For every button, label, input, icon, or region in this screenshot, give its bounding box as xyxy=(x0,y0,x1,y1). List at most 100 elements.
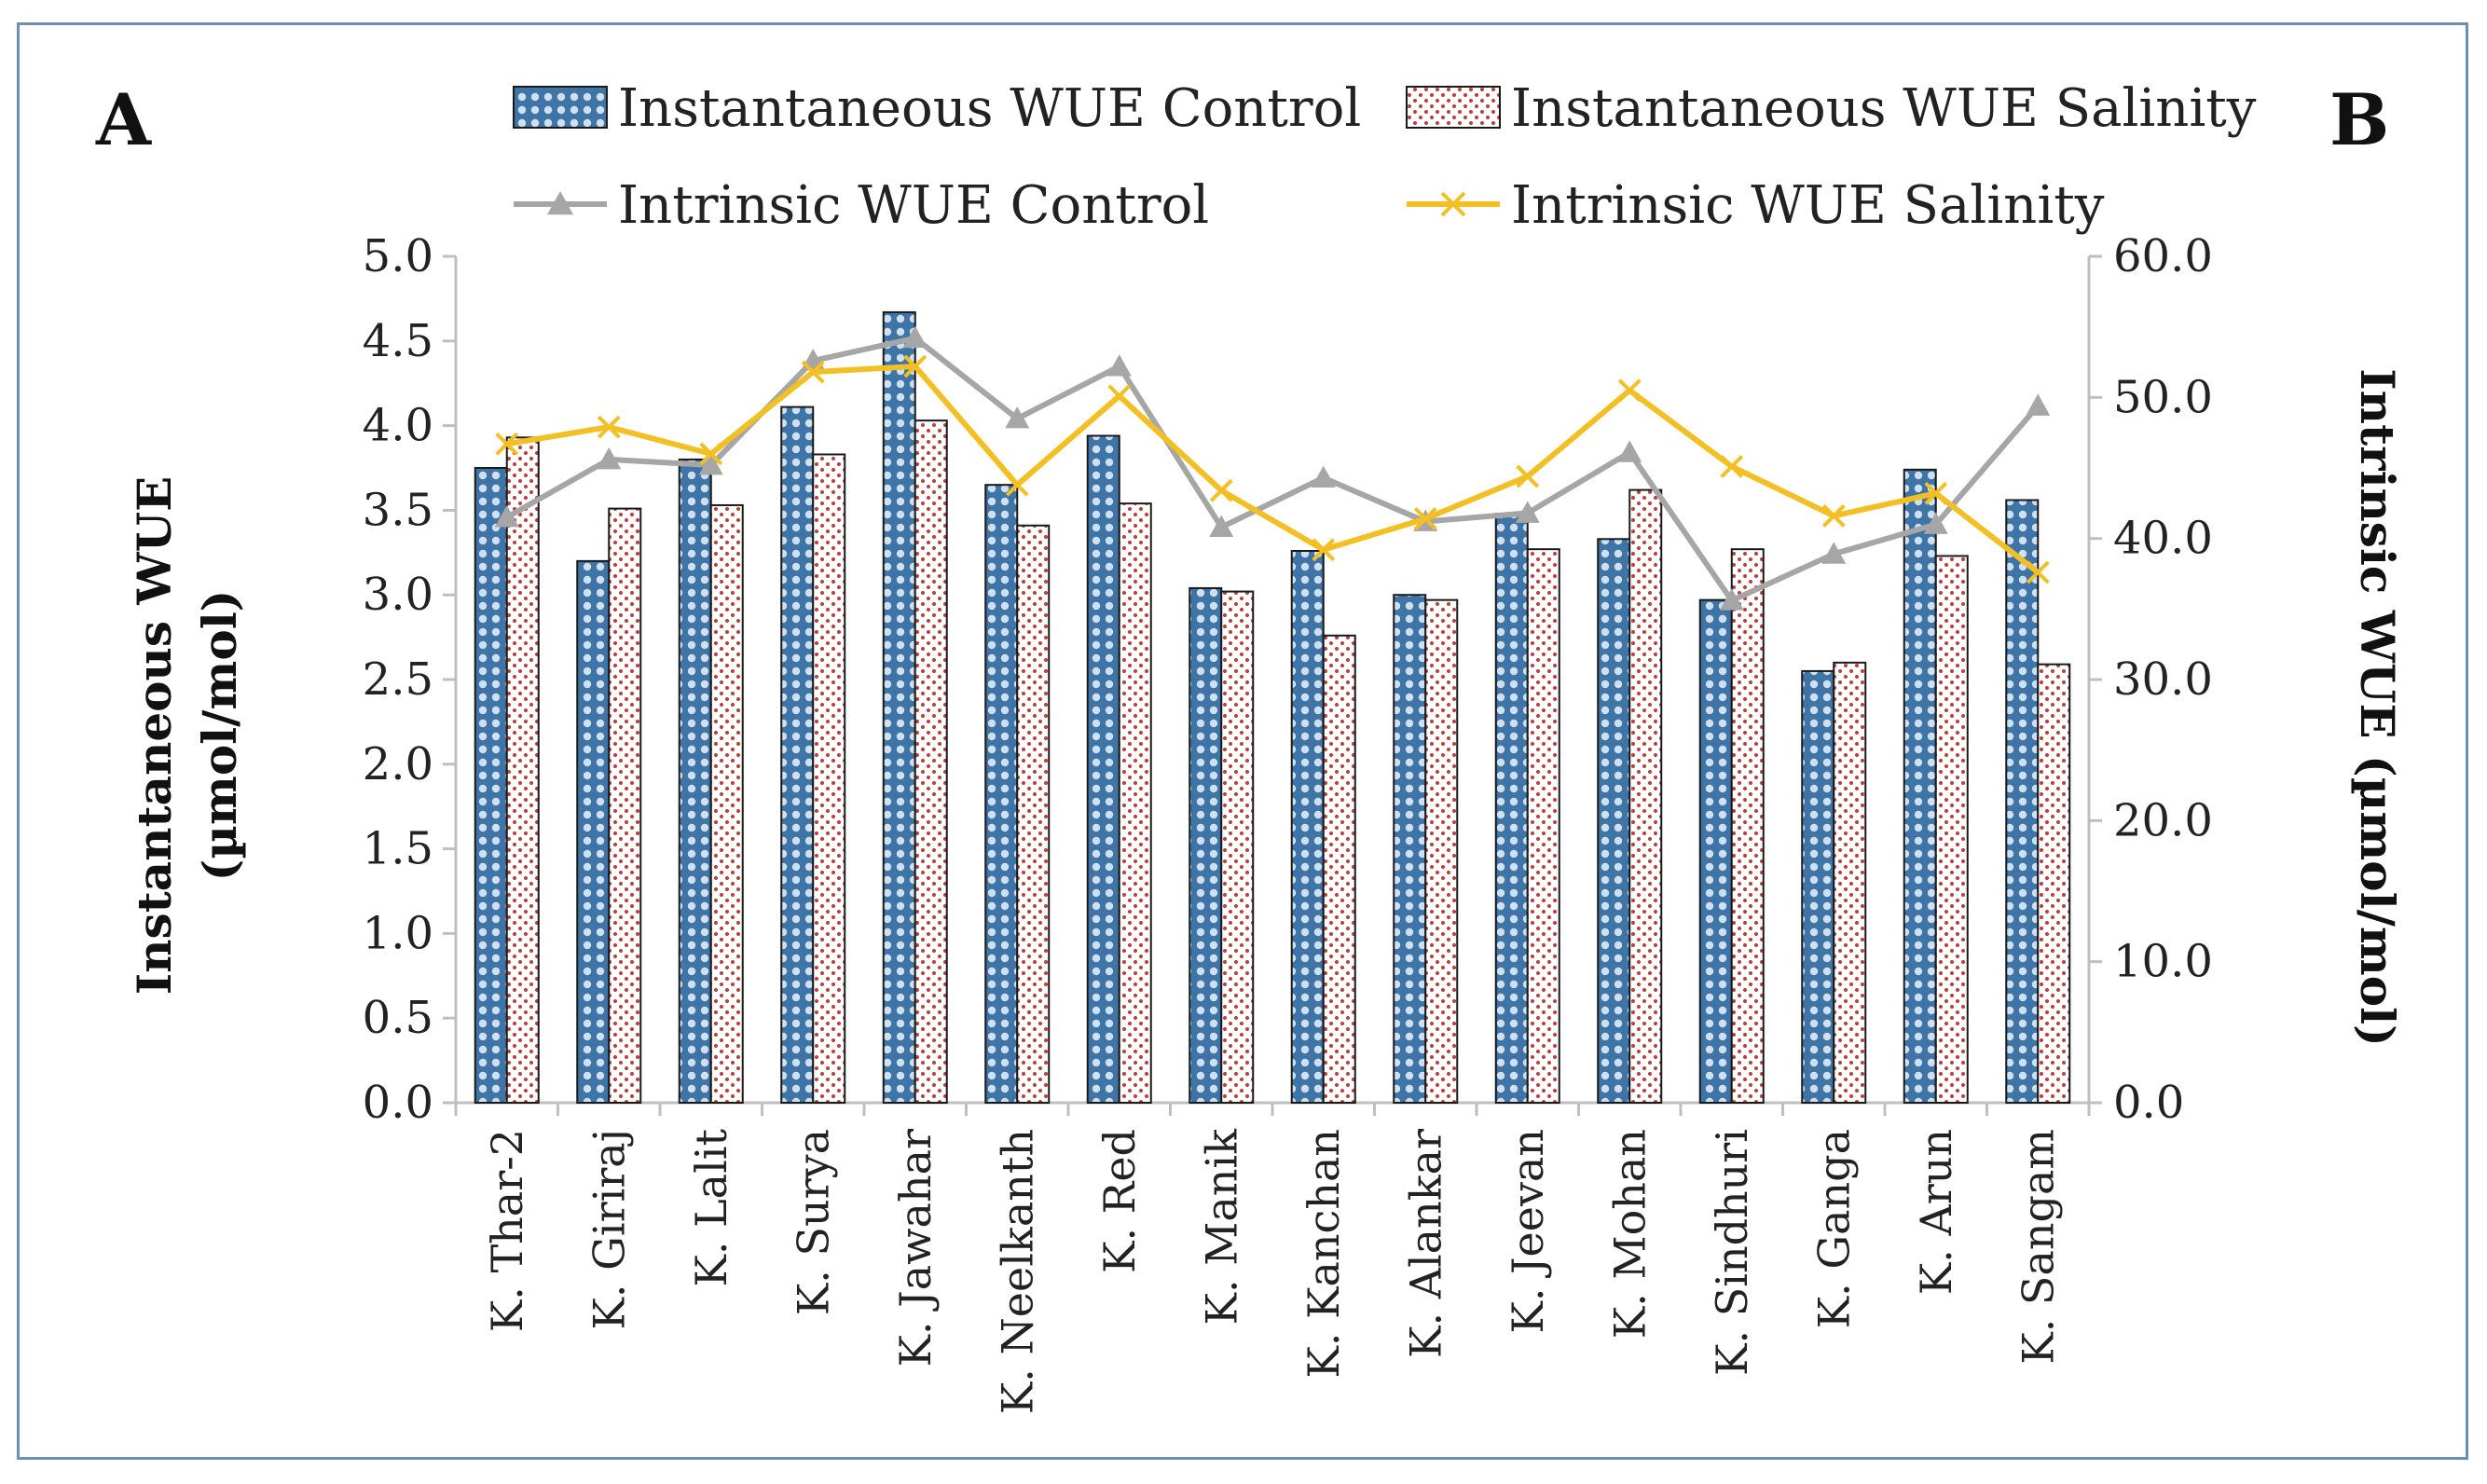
bar-control xyxy=(1494,513,1529,1104)
panel-label-a: A xyxy=(95,78,152,161)
bar-salinity xyxy=(1322,634,1356,1104)
figure-frame: A B Instantaneous WUE Control Instantaneo… xyxy=(17,22,2468,1460)
legend-marker xyxy=(547,191,573,215)
category-label: K. Kanchan xyxy=(1298,1129,1349,1378)
panel-label-b: B xyxy=(2329,78,2389,161)
category-label: K. Red xyxy=(1094,1129,1145,1273)
intrinsic-salinity-marker xyxy=(1005,473,1029,497)
category-label: K. Neelkanth xyxy=(992,1129,1042,1414)
intrinsic-control-marker xyxy=(597,447,622,470)
intrinsic-salinity-marker xyxy=(801,360,825,384)
legend-label: Instantaneous WUE Salinity xyxy=(1511,78,2257,139)
intrinsic-salinity-marker xyxy=(1821,504,1846,528)
category-label: K. Surya xyxy=(788,1129,838,1315)
intrinsic-control-marker xyxy=(1311,465,1336,488)
intrinsic-salinity-marker xyxy=(1209,478,1233,502)
left-tick-label: 4.0 xyxy=(363,400,433,452)
category-label: K. Jawahar xyxy=(890,1129,941,1367)
bar-control xyxy=(984,484,1019,1105)
legend-swatch xyxy=(513,86,608,129)
right-axis-title: Intrinsic WUE (µmol/mol) xyxy=(2350,368,2405,1046)
left-tick-label: 5.0 xyxy=(363,230,433,282)
bar-salinity xyxy=(1424,598,1459,1104)
left-tick-label: 1.5 xyxy=(363,823,433,875)
bar-layer xyxy=(474,310,2071,1105)
intrinsic-salinity-marker xyxy=(597,415,621,439)
right-tick-label: 50.0 xyxy=(2113,371,2213,423)
intrinsic-control-marker xyxy=(1515,501,1540,523)
left-tick-label: 0.0 xyxy=(363,1077,433,1129)
intrinsic-salinity-marker xyxy=(2026,560,2050,584)
bar-control xyxy=(1698,598,1733,1104)
category-label: K. Thar-2 xyxy=(482,1129,532,1332)
intrinsic-control-marker xyxy=(1719,588,1744,611)
bar-salinity xyxy=(812,453,846,1104)
legend-item-inst-salinity: Instantaneous WUE Salinity xyxy=(1406,78,2257,139)
bar-control xyxy=(1086,434,1120,1105)
intrinsic-control-marker xyxy=(698,452,723,475)
bar-salinity xyxy=(608,507,642,1104)
intrinsic-salinity-marker xyxy=(1720,455,1744,478)
category-label: K. Sangam xyxy=(2013,1129,2063,1365)
legend-label: Intrinsic WUE Control xyxy=(618,175,1209,236)
label-layer: K. Thar-2 K. Giriraj K. Lalit K. Surya K. Ja… xyxy=(127,368,2405,1414)
right-tick-label: 20.0 xyxy=(2113,794,2213,846)
intrinsic-control-marker xyxy=(1617,440,1642,462)
left-tick-label: 0.5 xyxy=(363,992,433,1044)
left-tick-label: 4.5 xyxy=(363,315,433,367)
left-axis-title: Instantaneous WUE xyxy=(127,476,182,996)
left-tick-label: 3.0 xyxy=(363,569,433,621)
intrinsic-salinity-marker xyxy=(699,442,723,466)
intrinsic-salinity-marker xyxy=(495,432,519,456)
intrinsic-control-marker xyxy=(1209,515,1234,537)
right-tick-label: 0.0 xyxy=(2113,1077,2184,1129)
left-axis-unit: (µmol/mol) xyxy=(192,590,247,882)
intrinsic-control-marker xyxy=(1005,406,1030,429)
left-tick-label: 2.5 xyxy=(363,653,433,706)
category-label: K. Sindhuri xyxy=(1707,1129,1757,1376)
intrinsic-salinity-marker xyxy=(1312,538,1336,562)
bar-salinity xyxy=(709,503,744,1104)
legend-item-intr-control: Intrinsic WUE Control xyxy=(514,175,1209,236)
bar-salinity xyxy=(1730,548,1765,1104)
category-label: K. Alankar xyxy=(1400,1129,1450,1358)
intrinsic-control-marker xyxy=(1923,512,1948,534)
bar-control xyxy=(678,458,712,1105)
bar-salinity xyxy=(1934,555,1969,1104)
legend-swatch xyxy=(1406,86,1501,129)
bar-control xyxy=(1290,549,1325,1104)
intrinsic-salinity-marker xyxy=(1924,481,1948,505)
bar-control xyxy=(882,310,916,1105)
legend-label: Intrinsic WUE Salinity xyxy=(1511,175,2105,236)
intrinsic-salinity-marker xyxy=(903,354,927,378)
bar-control xyxy=(1393,594,1427,1104)
intrinsic-control-marker xyxy=(1106,354,1132,377)
intrinsic-salinity-marker xyxy=(1617,378,1642,403)
left-tick-label: 1.0 xyxy=(363,907,433,959)
chart-legend: Instantaneous WUE Control Instantaneous W… xyxy=(513,78,2257,236)
category-label: K. Lalit xyxy=(686,1128,736,1286)
left-tick-label: 2.0 xyxy=(363,738,433,790)
intrinsic-salinity-marker xyxy=(1516,464,1540,488)
category-label: K. Ganga xyxy=(1808,1129,1859,1328)
left-tick-label: 3.5 xyxy=(363,484,433,536)
bar-salinity xyxy=(1016,524,1051,1104)
bar-salinity xyxy=(914,419,948,1105)
legend-marker xyxy=(1440,191,1466,217)
bar-control xyxy=(2005,499,2040,1104)
bar-control xyxy=(474,467,508,1104)
legend-label: Instantaneous WUE Control xyxy=(618,78,1361,139)
intrinsic-salinity-marker xyxy=(1107,384,1132,408)
intrinsic-control-marker xyxy=(902,325,927,349)
bar-salinity xyxy=(505,436,540,1104)
chart-axes: 0.0 0.5 1.0 1.5 2.0 2.5 3.0 3.5 4.0 4.5 5.0 0.0 10.0… xyxy=(363,230,2213,1129)
category-label: K. Jeevan xyxy=(1503,1129,1553,1334)
bar-control xyxy=(780,405,815,1104)
right-tick-label: 40.0 xyxy=(2113,513,2213,565)
intrinsic-control-marker xyxy=(1821,542,1847,564)
right-tick-label: 30.0 xyxy=(2113,653,2213,706)
bar-salinity xyxy=(1118,502,1152,1104)
bar-control xyxy=(576,559,611,1104)
intrinsic-salinity-line xyxy=(506,364,2040,575)
bar-salinity xyxy=(1526,548,1560,1104)
